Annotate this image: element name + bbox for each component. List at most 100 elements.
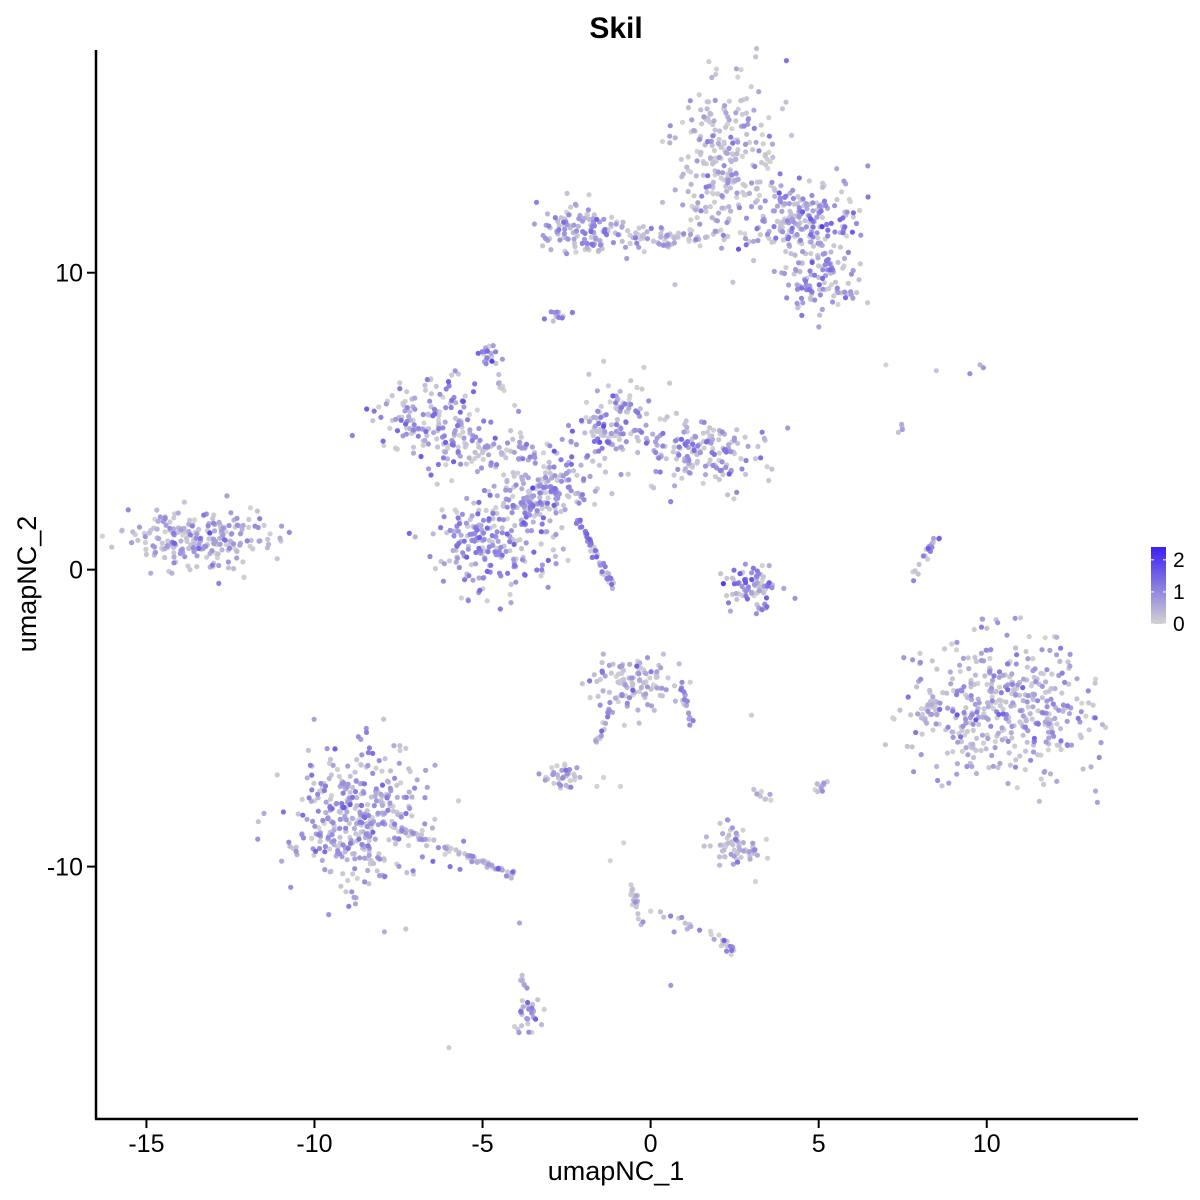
cell-point — [647, 675, 653, 681]
cell-point — [1012, 764, 1019, 770]
cell-point — [152, 549, 159, 556]
cell-point — [558, 457, 564, 463]
cell-point — [980, 740, 987, 746]
cell-point — [484, 348, 490, 354]
cell-point — [427, 553, 433, 560]
cell-point — [1029, 716, 1035, 722]
cell-point — [347, 789, 353, 795]
cell-point — [279, 858, 285, 864]
cell-point — [1046, 735, 1052, 741]
cell-point — [225, 559, 231, 565]
cell-point — [119, 527, 125, 533]
cell-point — [720, 170, 726, 176]
cell-point — [733, 156, 739, 162]
cell-point — [1090, 702, 1096, 708]
cell-point — [747, 856, 753, 862]
cell-point — [394, 446, 400, 452]
cell-point — [594, 678, 600, 685]
cell-point — [753, 573, 760, 579]
cell-point — [717, 862, 723, 868]
cell-point — [593, 738, 599, 744]
cell-point — [162, 515, 168, 522]
cell-point — [594, 216, 600, 222]
cell-point — [847, 199, 853, 205]
cell-point — [733, 590, 739, 597]
cell-point — [376, 873, 383, 879]
cell-point — [996, 711, 1002, 718]
cell-point — [716, 932, 722, 938]
cell-point — [807, 268, 813, 274]
cell-point — [403, 794, 409, 800]
cell-point — [676, 661, 682, 667]
cell-point — [519, 978, 525, 984]
cell-point — [713, 71, 719, 77]
cell-point — [410, 444, 417, 450]
cell-point — [799, 226, 805, 232]
cell-point — [758, 788, 764, 795]
cell-point — [752, 878, 759, 885]
cell-point — [575, 223, 582, 229]
cell-point — [561, 219, 567, 225]
cell-point — [832, 229, 838, 235]
cell-point — [1054, 778, 1060, 784]
cell-point — [691, 193, 697, 199]
cell-point — [731, 581, 738, 587]
cell-point — [678, 687, 684, 693]
cell-point — [585, 453, 591, 459]
cell-point — [474, 468, 480, 475]
cell-point — [351, 825, 358, 832]
cell-point — [644, 229, 650, 235]
cell-point — [503, 873, 509, 879]
cell-point — [989, 698, 995, 704]
cell-point — [644, 655, 651, 661]
cell-point — [537, 499, 543, 505]
cell-point — [713, 66, 720, 72]
cell-point — [1025, 656, 1031, 662]
cell-point — [565, 422, 572, 429]
cell-point — [343, 825, 349, 831]
cell-point — [800, 196, 806, 202]
cell-point — [357, 819, 363, 825]
cell-point — [678, 156, 684, 162]
cell-point — [563, 767, 569, 773]
cell-point — [499, 530, 505, 536]
cell-point — [717, 467, 723, 474]
cell-point — [525, 1016, 531, 1022]
cell-point — [624, 255, 630, 262]
cell-point — [567, 225, 573, 231]
cell-point — [654, 669, 660, 675]
cell-point — [462, 577, 468, 583]
cell-point — [404, 405, 410, 411]
cell-point — [691, 127, 697, 134]
cell-point — [178, 527, 184, 533]
cell-point — [656, 455, 662, 461]
cell-point — [545, 557, 551, 564]
cell-point — [564, 190, 570, 196]
cell-point — [142, 539, 148, 546]
cell-point — [478, 523, 484, 529]
cell-point — [848, 289, 854, 295]
cell-point — [719, 459, 725, 465]
cell-point — [556, 227, 562, 233]
cell-point — [517, 439, 523, 445]
cell-point — [793, 267, 799, 273]
cell-point — [925, 545, 931, 552]
cell-point — [654, 674, 660, 680]
cell-point — [773, 235, 779, 241]
cell-point — [687, 679, 693, 685]
cell-point — [985, 700, 991, 706]
cell-point — [913, 729, 919, 736]
cell-point — [798, 295, 805, 301]
cell-point — [435, 417, 441, 423]
cell-point — [512, 402, 518, 408]
cell-point — [650, 682, 657, 688]
cell-point — [1028, 757, 1034, 763]
cell-point — [312, 848, 319, 854]
cell-point — [729, 825, 736, 831]
cell-point — [733, 830, 739, 836]
cell-point — [746, 139, 753, 145]
cell-point — [432, 816, 438, 822]
cell-point — [515, 456, 522, 462]
cell-point — [315, 808, 321, 814]
cell-point — [143, 551, 149, 557]
